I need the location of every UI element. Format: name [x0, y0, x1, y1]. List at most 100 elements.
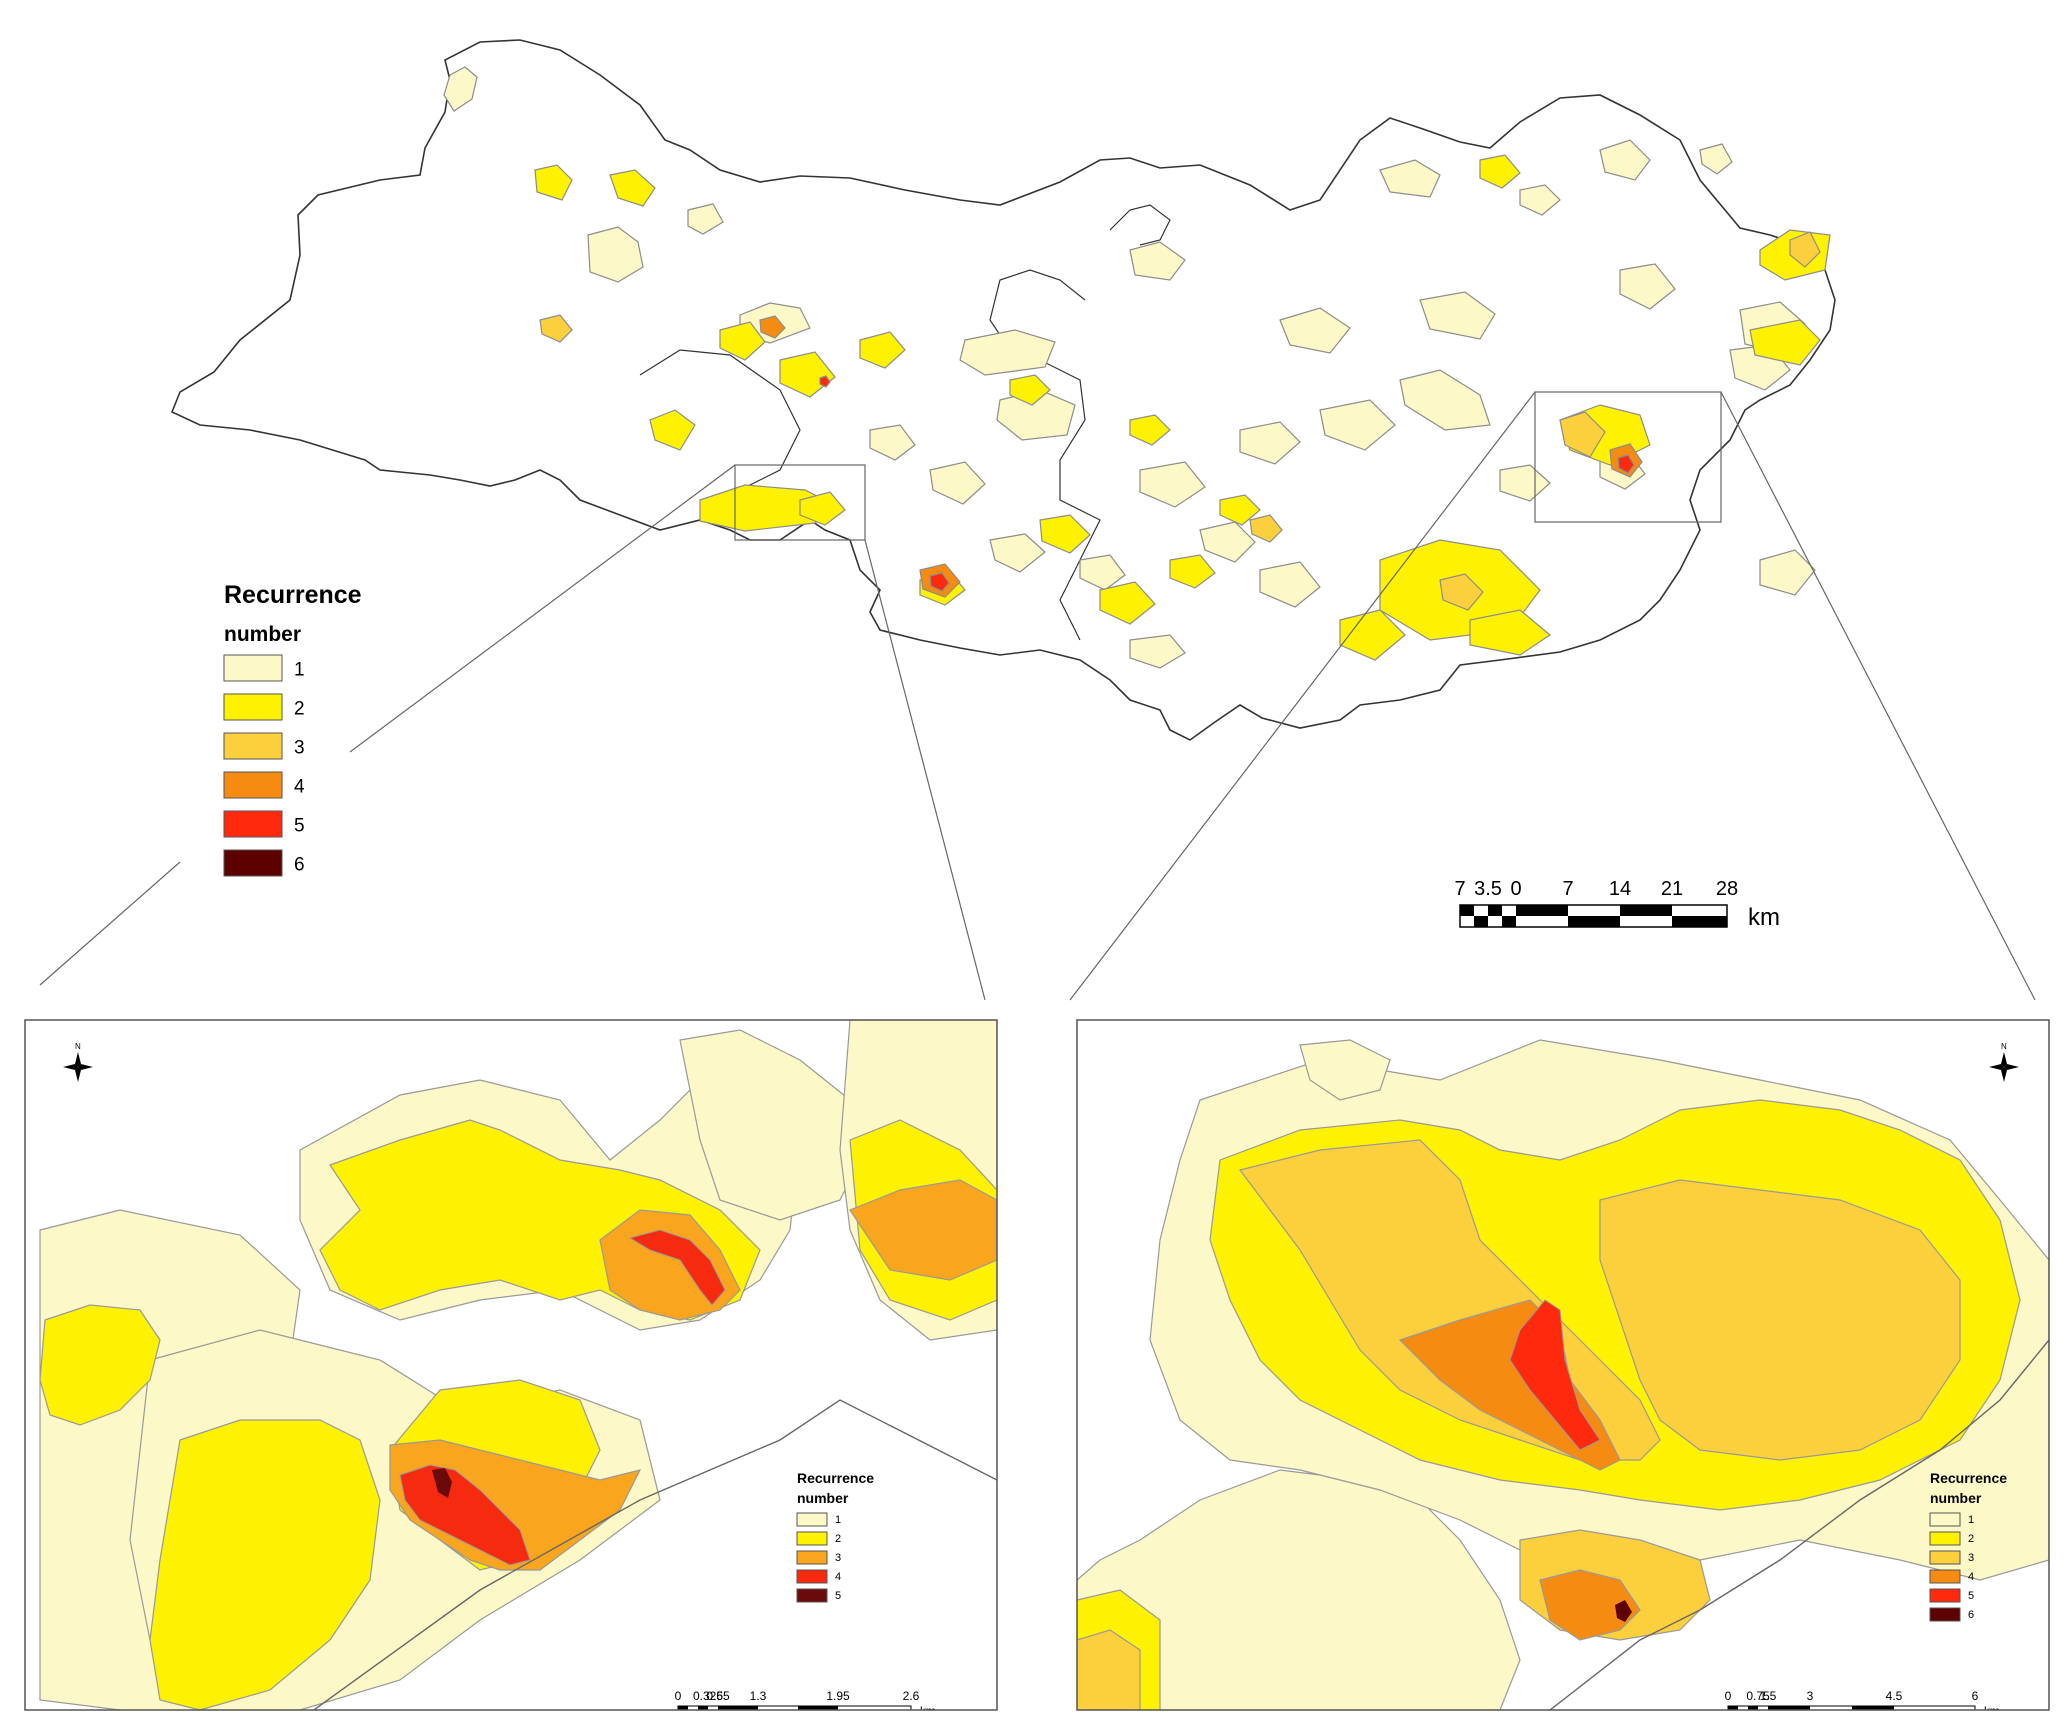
- left-scale-tick: 1.95: [826, 1689, 850, 1703]
- zone-class-4: [628, 1229, 726, 1306]
- north-arrow-icon: N: [1989, 1042, 2019, 1082]
- main-scale-unit: km: [1748, 904, 1780, 931]
- main-legend-swatch-1: [223, 654, 283, 682]
- main-legend-label-5: 5: [294, 815, 305, 836]
- left-scale-tick: 0: [675, 1689, 682, 1703]
- inset-right-frame: [1076, 1019, 2050, 1711]
- left-legend-label-2: 2: [835, 1533, 841, 1545]
- right-legend-label-4: 4: [1968, 1571, 1974, 1583]
- legend-title-line1: Recurrence: [797, 1470, 874, 1486]
- left-scale-tick: 1.3: [750, 1689, 767, 1703]
- zone-class-1: [1299, 1039, 1391, 1101]
- main-map: Recurrence number 1 2 3 4 5 6 7 3.5 0 7 14 21 28 km: [39, 39, 2036, 1001]
- left-legend-label-5: 5: [835, 1590, 841, 1602]
- recurrence-patches: [443, 66, 1831, 669]
- main-scale-tick: 14: [1609, 878, 1631, 900]
- north-label: N: [75, 1042, 81, 1051]
- zone-class-5: [1509, 1299, 1601, 1451]
- left-legend-swatch-2: [796, 1531, 828, 1546]
- inset-right-scale-bar: 0 0.751.5 3 4.5 6 km: [1725, 1689, 2000, 1718]
- right-legend-swatch-2: [1929, 1531, 1961, 1546]
- zoom-connectors: [39, 391, 2036, 1001]
- left-legend-swatch-5: [796, 1588, 828, 1603]
- main-legend-swatch-3: [223, 732, 283, 760]
- north-arrow-icon: N: [63, 1042, 93, 1082]
- right-legend-label-5: 5: [1968, 1590, 1974, 1602]
- main-scale-tick: 28: [1716, 878, 1738, 900]
- left-scale-tick: 0.325: [693, 1689, 723, 1703]
- zone-class-3: [1599, 1179, 1961, 1461]
- main-legend-label-4: 4: [294, 776, 305, 797]
- zone-class-2: [149, 1419, 381, 1710]
- inset-right: N Recurrence number 1 2 3 4 5 6 0 0.751.5 3 4.5 6: [1076, 1019, 2050, 1718]
- right-legend-swatch-1: [1929, 1512, 1961, 1527]
- main-scale-tick: 7: [1454, 878, 1465, 900]
- zone-class-3: [849, 1179, 997, 1281]
- legend-title-line2: number: [1930, 1490, 1982, 1506]
- left-legend-label-1: 1: [835, 1514, 841, 1526]
- right-legend-label-3: 3: [1968, 1552, 1974, 1564]
- district-line: [989, 269, 1101, 641]
- right-legend-label-1: 1: [1968, 1514, 1974, 1526]
- zone-class-2: [39, 1304, 161, 1426]
- zone-class-4: [399, 1464, 531, 1566]
- zone-class-6: [1615, 1600, 1632, 1622]
- main-legend-swatch-6: [223, 849, 283, 877]
- right-legend-swatch-5: [1929, 1588, 1961, 1603]
- zone-class-3: [1077, 1629, 1141, 1710]
- left-legend-label-3: 3: [835, 1552, 841, 1564]
- main-scale-tick: 21: [1661, 878, 1683, 900]
- right-scale-tick: 0: [1725, 1689, 1732, 1703]
- main-legend-label-6: 6: [294, 854, 305, 875]
- inset-right-legend: Recurrence number 1 2 3 4 5 6: [1929, 1470, 2007, 1622]
- coastline: [1549, 1339, 2049, 1710]
- region-boundary: [170, 39, 1836, 741]
- right-legend-label-2: 2: [1968, 1533, 1974, 1545]
- inset-left-scale-unit: km: [920, 1704, 936, 1718]
- left-legend-swatch-3: [796, 1550, 828, 1565]
- legend-title-line1: Recurrence: [1930, 1470, 2007, 1486]
- district-line: [1109, 204, 1171, 246]
- left-legend-label-4: 4: [835, 1571, 841, 1583]
- inset-right-scale-unit: km: [1984, 1704, 2000, 1718]
- zone-class-5: [432, 1468, 452, 1498]
- right-scale-tick: 6: [1972, 1689, 1979, 1703]
- main-legend-swatch-4: [223, 771, 283, 799]
- main-legend-label-2: 2: [294, 698, 305, 719]
- zoom-box-left: [734, 464, 866, 541]
- inset-left-legend: Recurrence number 1 2 3 4 5: [796, 1470, 874, 1603]
- main-legend-label-1: 1: [294, 659, 305, 680]
- main-scale-tick: 0: [1510, 878, 1521, 900]
- left-scale-tick: 2.6: [903, 1689, 920, 1703]
- right-legend-swatch-3: [1929, 1550, 1961, 1565]
- right-legend-swatch-4: [1929, 1569, 1961, 1584]
- main-scale-bar: 7 3.5 0 7 14 21 28 km: [1454, 878, 1780, 931]
- right-scale-tick: 3: [1807, 1689, 1814, 1703]
- zoom-box-right: [1534, 391, 1722, 523]
- left-scale-tick: 0.65: [706, 1689, 730, 1703]
- main-legend-label-3: 3: [294, 737, 305, 758]
- north-label: N: [2001, 1042, 2007, 1051]
- zone-class-4: [1539, 1569, 1641, 1641]
- coastline: [312, 1399, 997, 1710]
- legend-title-line2: number: [797, 1490, 849, 1506]
- legend-title-line2: number: [224, 623, 301, 646]
- main-legend-swatch-5: [223, 810, 283, 838]
- right-scale-tick: 0.75: [1746, 1689, 1770, 1703]
- right-scale-tick: 1.5: [1760, 1689, 1777, 1703]
- left-legend-swatch-4: [796, 1569, 828, 1584]
- left-legend-swatch-1: [796, 1512, 828, 1527]
- main-scale-tick: 7: [1562, 878, 1573, 900]
- inset-left-frame: [24, 1019, 998, 1711]
- main-scale-blocks: [1459, 904, 1728, 928]
- right-scale-tick: 4.5: [1886, 1689, 1903, 1703]
- main-legend-swatch-2: [223, 693, 283, 721]
- right-legend-swatch-6: [1929, 1607, 1961, 1622]
- legend-title-line1: Recurrence: [224, 581, 362, 609]
- main-scale-tick: 3.5: [1474, 878, 1502, 900]
- right-legend-label-6: 6: [1968, 1609, 1974, 1621]
- main-legend: Recurrence number 1 2 3 4 5 6: [223, 581, 362, 877]
